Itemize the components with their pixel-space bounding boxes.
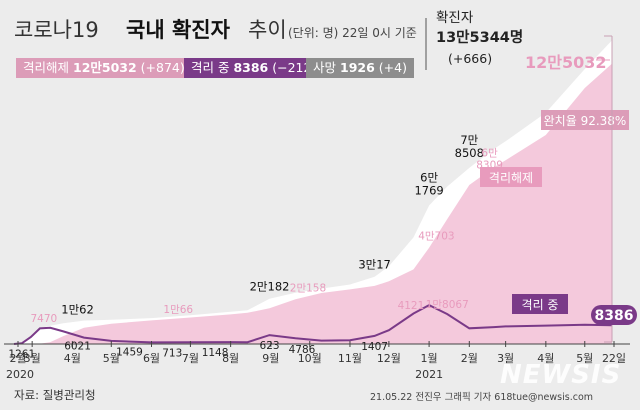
isolated-line xyxy=(13,303,613,345)
end-label-isolated-pill xyxy=(591,305,637,325)
x-tick-label: 3월 xyxy=(497,352,514,365)
year-label: 2021 xyxy=(415,368,443,381)
annotation-isolated: 4121 xyxy=(398,300,425,312)
recovery-rate-box xyxy=(541,110,629,130)
annotation-confirmed: 3만17 xyxy=(358,258,391,272)
annotation-released: 2만158 xyxy=(290,283,326,295)
total-value: 13만5344명 xyxy=(436,30,524,46)
year-label: 2020 xyxy=(6,368,34,381)
annotation-confirmed: 7만 xyxy=(460,133,478,147)
annotation-released: 1만66 xyxy=(163,304,193,316)
annotation-released: 4만703 xyxy=(418,231,454,243)
annotation-isolated: 1148 xyxy=(202,347,229,359)
x-tick-label: 6월 xyxy=(143,352,160,365)
released-series-box xyxy=(480,167,542,187)
recovery-rate-label: 완치율 92.38% xyxy=(544,114,627,128)
annotation-released: 6만 xyxy=(481,148,498,160)
annotation-isolated: 1459 xyxy=(116,347,143,359)
legend-deaths: 사망 1926 (+4) xyxy=(306,58,414,78)
credit-line: 21.05.22 전진우 그래픽 기자 618tue@newsis.com xyxy=(370,392,594,403)
x-tick-label: 12월 xyxy=(377,352,401,365)
x-tick-label: 5월 xyxy=(576,352,593,365)
annotation-isolated: 1261 xyxy=(8,348,35,360)
x-tick-label: 2월 xyxy=(9,352,26,365)
end-label-released: 12만5032 xyxy=(525,53,607,72)
annotation-confirmed: 6만 xyxy=(420,170,438,184)
annotation-confirmed: 2만182 xyxy=(250,280,290,294)
x-tick-label: 9월 xyxy=(262,352,279,365)
x-tick-label: 4월 xyxy=(537,352,554,365)
annotation-isolated: 4786 xyxy=(289,344,316,356)
title-prefix: 코로나19 xyxy=(14,18,99,42)
source-note: 자료: 질병관리청 xyxy=(14,388,96,402)
released-area xyxy=(14,63,612,344)
x-tick-label: 10월 xyxy=(298,352,322,365)
x-tick-label: 5월 xyxy=(103,352,120,365)
annotation-isolated: 713 xyxy=(162,347,182,359)
annotation-isolated: 1407 xyxy=(361,341,388,353)
legend-released-value: 12만5032 xyxy=(73,60,137,75)
legend-released: 격리해제 12만5032 (+874) xyxy=(16,58,192,78)
legend-released-delta: (+874) xyxy=(140,60,185,75)
annotation-confirmed: 1만62 xyxy=(61,302,94,316)
legend-isolated: 격리 중 8386 (−212) xyxy=(184,58,324,78)
annotation-confirmed: 8508 xyxy=(455,146,484,160)
isolated-series-label: 격리 중 xyxy=(522,298,559,312)
total-label: 확진자 xyxy=(436,10,474,26)
annotation-isolated: 1만8067 xyxy=(426,299,469,311)
legend-deaths-value: 1926 xyxy=(340,60,375,75)
x-tick-label: 3월 xyxy=(24,352,41,365)
x-tick-label: 7월 xyxy=(182,352,199,365)
title-main: 국내 확진자 xyxy=(126,18,230,42)
x-tick-label: 2월 xyxy=(461,352,478,365)
annotation-isolated: 623 xyxy=(260,340,280,352)
legend-deaths-label: 사망 xyxy=(313,60,337,75)
title-suffix: 추이 xyxy=(248,18,287,42)
total-delta: (+666) xyxy=(448,51,493,66)
x-tick-label: 11월 xyxy=(338,352,362,365)
recovery-bracket xyxy=(604,35,613,343)
end-label-isolated: 8386 xyxy=(595,308,634,324)
legend-released-label: 격리해제 xyxy=(23,60,70,75)
x-tick-label: 22일 xyxy=(602,351,626,365)
annotation-confirmed: 1769 xyxy=(414,183,443,197)
x-tick-label: 4월 xyxy=(64,352,81,365)
x-tick-label: 1월 xyxy=(421,352,438,365)
x-tick-label: 8월 xyxy=(222,352,239,365)
annotation-isolated: 7470 xyxy=(30,313,57,325)
annotation-isolated: 6021 xyxy=(64,341,91,353)
legend-deaths-delta: (+4) xyxy=(378,60,407,75)
released-series-label: 격리해제 xyxy=(489,171,533,185)
legend-isolated-value: 8386 xyxy=(233,60,269,75)
legend-isolated-label: 격리 중 xyxy=(191,60,230,75)
newsis-logo: NEWSIS xyxy=(500,360,622,390)
unit-note: (단위: 명) 22일 0시 기준 xyxy=(288,26,417,40)
isolated-series-box xyxy=(512,294,568,314)
legend-isolated-delta: (−212) xyxy=(272,60,317,75)
